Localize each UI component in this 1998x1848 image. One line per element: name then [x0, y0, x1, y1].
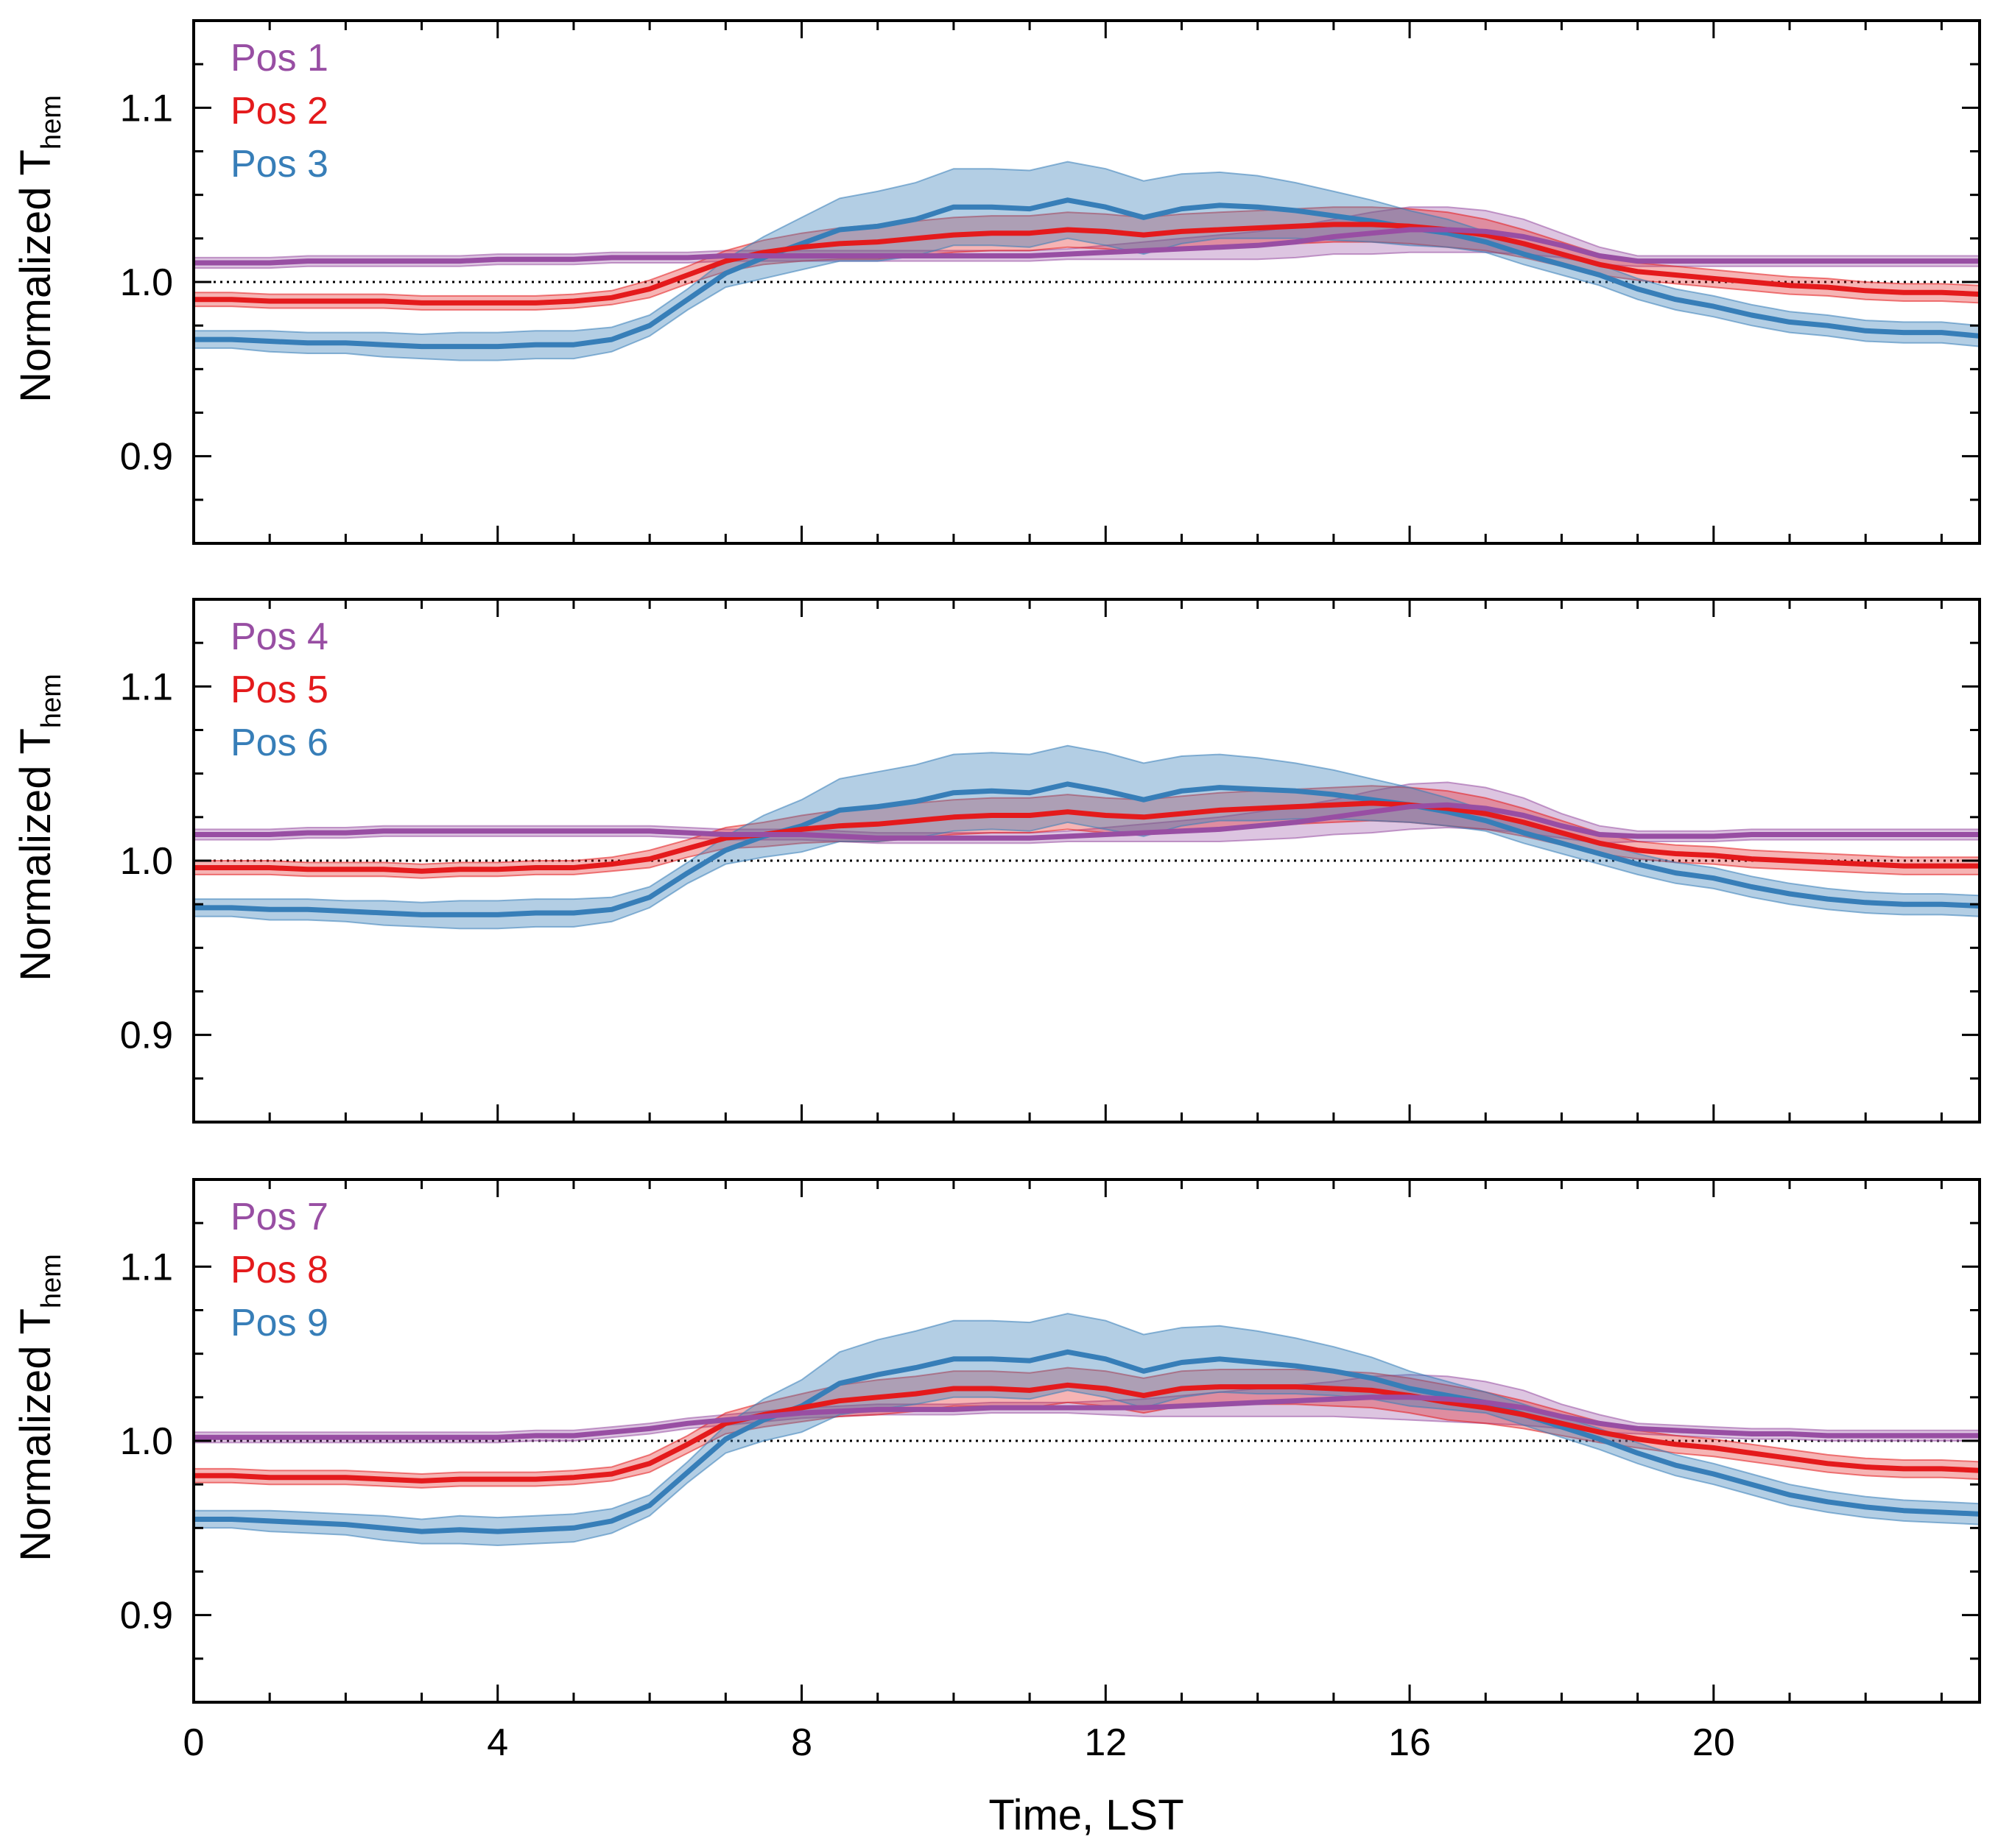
- y-tick-label: 1.0: [120, 1420, 173, 1463]
- band-pos-5: [194, 785, 1980, 879]
- band-pos-9: [194, 1313, 1980, 1547]
- legend-pos-7: Pos 7: [231, 1196, 328, 1238]
- line-pos-1: [194, 227, 1980, 266]
- y-axis-label: Normalized Them: [12, 674, 67, 981]
- y-tick-label: 0.9: [120, 1595, 173, 1637]
- plot-area: [194, 1313, 1980, 1547]
- y-axis-label-main: Normalized T: [12, 1308, 60, 1562]
- line-pos-9: [194, 1349, 1980, 1534]
- legend-pos-1: Pos 1: [231, 37, 328, 80]
- x-tick-label: 4: [487, 1721, 508, 1764]
- legend-pos-9: Pos 9: [231, 1302, 328, 1344]
- x-tick-label: 8: [791, 1721, 812, 1764]
- y-axis-label: Normalized Them: [12, 95, 67, 403]
- band-pos-1: [194, 206, 1980, 269]
- y-axis-label-subscript: hem: [36, 95, 67, 149]
- legend-pos-3: Pos 3: [231, 143, 328, 186]
- line-pos-8: [194, 1382, 1980, 1484]
- y-tick-label: 1.0: [120, 840, 173, 883]
- line-pos-5: [194, 800, 1980, 874]
- y-tick-label: 1.1: [120, 1246, 173, 1288]
- legend-pos-4: Pos 4: [231, 616, 328, 658]
- x-tick-label: 12: [1084, 1721, 1127, 1764]
- x-tick-label: 20: [1692, 1721, 1735, 1764]
- legend-pos-2: Pos 2: [231, 90, 328, 133]
- y-tick-label: 1.1: [120, 666, 173, 708]
- legend-pos-6: Pos 6: [231, 722, 328, 764]
- legend-pos-8: Pos 8: [231, 1249, 328, 1291]
- y-tick-label: 0.9: [120, 1015, 173, 1057]
- y-tick-label: 1.1: [120, 87, 173, 130]
- plot-area: [194, 161, 1980, 362]
- legend-pos-5: Pos 5: [231, 669, 328, 711]
- panel-bottom: 0.9 1.0 1.1 0 4 8 12 16 20 Normalized Them Pos 7 Po…: [12, 1178, 1981, 1764]
- y-axis-label-subscript: hem: [36, 674, 67, 728]
- y-axis-label-main: Normalized T: [12, 728, 60, 981]
- x-axis-label: Time, LST: [988, 1791, 1183, 1839]
- y-axis-label-main: Normalized T: [12, 149, 60, 403]
- y-axis-label-subscript: hem: [36, 1254, 67, 1308]
- panel-top: 0.9 1.0 1.1 Normalized Them Pos 1 Pos 2 Pos 3: [12, 19, 1981, 545]
- line-pos-2: [194, 222, 1980, 306]
- panel-middle: 0.9 1.0 1.1 Normalized Them Pos 4 Pos 5 Pos 6: [12, 598, 1981, 1124]
- y-tick-label: 0.9: [120, 436, 173, 479]
- x-tick-label: 16: [1388, 1721, 1431, 1764]
- line-pos-3: [194, 197, 1980, 350]
- line-pos-7: [194, 1394, 1980, 1440]
- band-pos-8: [194, 1366, 1980, 1489]
- y-tick-label: 1.0: [120, 261, 173, 304]
- line-pos-4: [194, 802, 1980, 841]
- x-tick-label: 0: [183, 1721, 205, 1764]
- band-pos-2: [194, 206, 1980, 311]
- plot-area: [194, 744, 1980, 930]
- y-axis-label: Normalized Them: [12, 1254, 67, 1562]
- line-pos-6: [194, 781, 1980, 917]
